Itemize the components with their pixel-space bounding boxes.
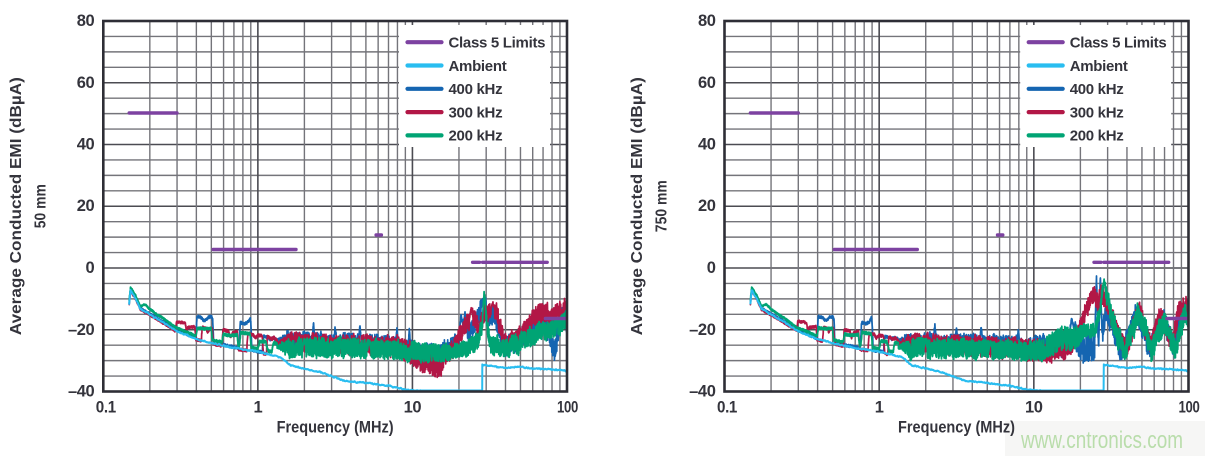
- svg-text:0.1: 0.1: [717, 399, 737, 417]
- svg-text:300 kHz: 300 kHz: [449, 104, 503, 121]
- svg-text:Frequency (MHz): Frequency (MHz): [898, 418, 1015, 437]
- svg-text:100: 100: [1179, 399, 1200, 417]
- svg-text:Class 5 Limits: Class 5 Limits: [449, 35, 546, 52]
- svg-text:50 mm: 50 mm: [32, 184, 49, 228]
- svg-text:10: 10: [1025, 399, 1043, 417]
- svg-text:100: 100: [557, 399, 578, 417]
- svg-text:400 kHz: 400 kHz: [449, 81, 503, 98]
- svg-text:0: 0: [86, 259, 95, 277]
- svg-text:–20: –20: [68, 321, 95, 339]
- svg-text:20: 20: [77, 197, 95, 215]
- svg-text:0.1: 0.1: [96, 399, 116, 417]
- svg-text:Average Conducted EMI (dBµA): Average Conducted EMI (dBµA): [8, 77, 25, 335]
- svg-text:400 kHz: 400 kHz: [1070, 81, 1124, 98]
- svg-text:60: 60: [77, 74, 95, 92]
- svg-text:Ambient: Ambient: [449, 58, 507, 75]
- svg-text:–20: –20: [689, 321, 716, 339]
- svg-text:www.cntronics.com: www.cntronics.com: [1020, 427, 1183, 454]
- svg-text:Class 5 Limits: Class 5 Limits: [1070, 35, 1167, 52]
- svg-text:200 kHz: 200 kHz: [1070, 128, 1124, 145]
- svg-text:20: 20: [698, 197, 716, 215]
- svg-text:40: 40: [698, 136, 716, 154]
- svg-text:200 kHz: 200 kHz: [449, 128, 503, 145]
- svg-text:Average Conducted EMI (dBµA): Average Conducted EMI (dBµA): [629, 77, 646, 335]
- svg-text:0: 0: [707, 259, 716, 277]
- svg-text:80: 80: [77, 12, 95, 30]
- svg-text:750 mm: 750 mm: [654, 180, 671, 232]
- svg-text:Ambient: Ambient: [1070, 58, 1128, 75]
- svg-text:–40: –40: [689, 383, 716, 401]
- svg-text:Frequency (MHz): Frequency (MHz): [277, 418, 394, 437]
- svg-text:60: 60: [698, 74, 716, 92]
- svg-text:10: 10: [404, 399, 422, 417]
- svg-text:80: 80: [698, 12, 716, 30]
- svg-text:300 kHz: 300 kHz: [1070, 104, 1124, 121]
- svg-text:–40: –40: [68, 383, 95, 401]
- svg-text:40: 40: [77, 136, 95, 154]
- svg-text:1: 1: [875, 399, 884, 417]
- svg-text:1: 1: [254, 399, 263, 417]
